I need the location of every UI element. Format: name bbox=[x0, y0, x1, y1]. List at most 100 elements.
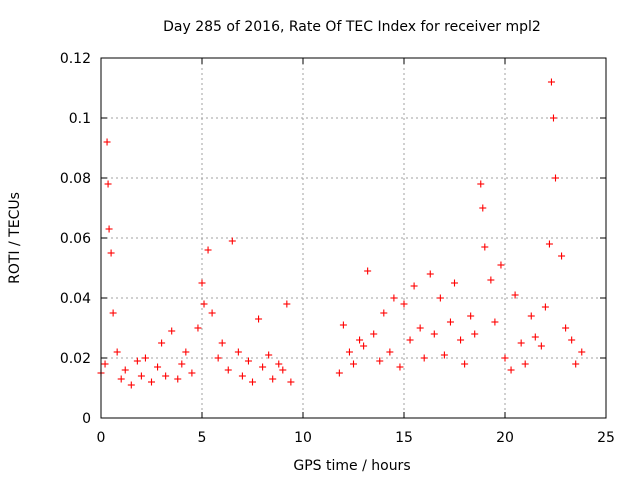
data-point bbox=[549, 114, 557, 122]
data-point bbox=[182, 348, 190, 356]
data-point bbox=[537, 342, 545, 350]
data-point bbox=[103, 138, 111, 146]
data-point bbox=[104, 180, 112, 188]
data-point bbox=[507, 366, 515, 374]
data-point bbox=[426, 270, 434, 278]
y-tick-label: 0.02 bbox=[60, 351, 91, 367]
data-point bbox=[107, 249, 115, 257]
data-point bbox=[204, 246, 212, 254]
data-point bbox=[244, 357, 252, 365]
data-points bbox=[97, 78, 586, 389]
y-tick-label: 0.04 bbox=[60, 291, 91, 307]
data-point bbox=[154, 363, 162, 371]
data-point bbox=[287, 378, 295, 386]
data-point bbox=[501, 354, 509, 362]
grid-lines bbox=[101, 58, 606, 418]
plot-frame bbox=[100, 57, 607, 419]
data-point bbox=[141, 354, 149, 362]
x-axis-label: GPS time / hours bbox=[293, 458, 410, 474]
data-point bbox=[101, 360, 109, 368]
data-point bbox=[400, 300, 408, 308]
data-point bbox=[188, 369, 196, 377]
data-point bbox=[578, 348, 586, 356]
data-point bbox=[487, 276, 495, 284]
data-point bbox=[491, 318, 499, 326]
data-point bbox=[259, 363, 267, 371]
data-point bbox=[380, 309, 388, 317]
data-point bbox=[168, 327, 176, 335]
data-point bbox=[265, 351, 273, 359]
y-tick-label: 0.12 bbox=[60, 51, 91, 67]
data-point bbox=[214, 354, 222, 362]
data-point bbox=[572, 360, 580, 368]
data-point bbox=[339, 321, 347, 329]
data-point bbox=[446, 318, 454, 326]
data-point bbox=[471, 330, 479, 338]
data-point bbox=[113, 348, 121, 356]
data-point bbox=[109, 309, 117, 317]
data-point bbox=[249, 378, 256, 386]
y-tick-label: 0.06 bbox=[60, 231, 91, 247]
y-tick-label: 0.1 bbox=[69, 111, 91, 127]
data-point bbox=[521, 360, 529, 368]
data-point bbox=[562, 324, 570, 332]
data-point bbox=[356, 336, 364, 344]
data-point bbox=[511, 291, 519, 299]
data-point bbox=[224, 366, 232, 374]
data-point bbox=[194, 324, 202, 332]
data-point bbox=[541, 303, 549, 311]
data-point bbox=[545, 240, 553, 248]
data-point bbox=[208, 309, 216, 317]
data-point bbox=[158, 339, 166, 347]
data-point bbox=[527, 312, 535, 320]
data-point bbox=[127, 381, 135, 389]
data-point bbox=[255, 315, 263, 323]
data-point bbox=[376, 357, 384, 365]
data-point bbox=[497, 261, 505, 269]
data-point bbox=[174, 375, 182, 383]
data-point bbox=[406, 336, 414, 344]
data-point bbox=[410, 282, 418, 290]
x-tick-label: 10 bbox=[294, 430, 312, 446]
data-point bbox=[370, 330, 378, 338]
data-point bbox=[218, 339, 226, 347]
x-tick-label: 15 bbox=[395, 430, 413, 446]
data-point bbox=[461, 360, 469, 368]
data-point bbox=[238, 372, 246, 380]
data-point bbox=[121, 366, 129, 374]
data-point bbox=[133, 357, 141, 365]
data-point bbox=[269, 375, 277, 383]
x-tick-label: 20 bbox=[496, 430, 514, 446]
x-tick-label: 5 bbox=[198, 430, 207, 446]
x-tick-label: 25 bbox=[597, 430, 615, 446]
data-point bbox=[568, 336, 576, 344]
data-point bbox=[117, 375, 125, 383]
data-point bbox=[275, 360, 283, 368]
data-point bbox=[335, 369, 343, 377]
data-point bbox=[228, 237, 236, 245]
data-point bbox=[436, 294, 444, 302]
data-point bbox=[531, 333, 539, 341]
data-point bbox=[390, 294, 398, 302]
y-tick-label: 0 bbox=[82, 411, 91, 427]
data-point bbox=[558, 252, 566, 260]
data-point bbox=[386, 348, 394, 356]
data-point bbox=[198, 279, 206, 287]
data-point bbox=[283, 300, 291, 308]
data-point bbox=[477, 180, 485, 188]
data-point bbox=[162, 372, 170, 380]
data-point bbox=[457, 336, 465, 344]
data-point bbox=[178, 360, 186, 368]
data-point bbox=[360, 342, 368, 350]
data-point bbox=[440, 351, 448, 359]
data-point bbox=[396, 363, 404, 371]
data-point bbox=[200, 300, 208, 308]
data-point bbox=[451, 279, 458, 287]
data-point bbox=[345, 348, 353, 356]
axis-ticks: 0 5 10 15 20 25 0 0.02 0.04 0.06 0.08 0.1 0.12 bbox=[60, 51, 615, 446]
data-point bbox=[479, 204, 487, 212]
data-point bbox=[517, 339, 525, 347]
data-point bbox=[552, 174, 559, 182]
data-point bbox=[467, 312, 475, 320]
data-point bbox=[234, 348, 242, 356]
